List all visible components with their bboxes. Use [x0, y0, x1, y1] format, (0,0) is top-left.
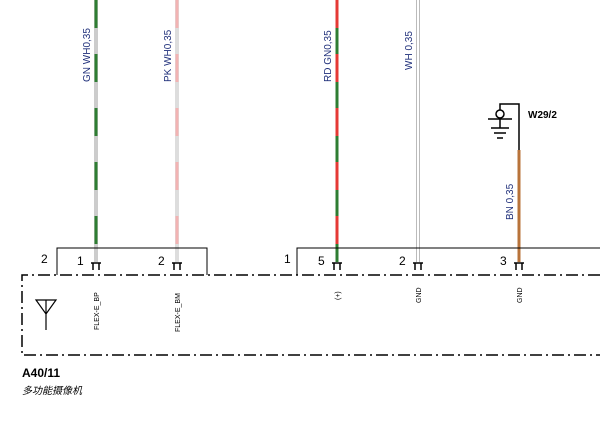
connector-label: 2	[41, 252, 48, 266]
pin-signal: GND	[517, 287, 524, 303]
component-name: 多功能摄像机	[22, 385, 83, 397]
component-boundary	[21, 274, 600, 356]
wire-label: PK WH0,35	[163, 29, 174, 82]
wires	[94, 0, 521, 262]
wire-label: WH 0,35	[404, 31, 415, 70]
pin-symbols	[91, 262, 524, 270]
ground-label: W29/2	[528, 110, 557, 121]
wire-label: GN WH0,35	[82, 28, 93, 82]
pin-signal: FLEX-E_BM	[175, 293, 182, 332]
ground-symbol	[488, 103, 520, 150]
pin-signal: FLEX-E_BP	[94, 292, 101, 330]
pin-number: 2	[399, 254, 406, 268]
pin-number: 1	[77, 254, 84, 268]
wire-label: BN 0,35	[505, 183, 516, 220]
wire-label: RD GN0,35	[323, 30, 334, 82]
pin-signal: GND	[416, 287, 423, 303]
connector-outlines	[56, 247, 600, 275]
component-id: A40/11	[22, 366, 60, 380]
connector-label: 1	[284, 252, 291, 266]
pin-signal: (+)	[335, 291, 342, 300]
pin-number: 3	[500, 254, 507, 268]
pin-number: 5	[318, 254, 325, 268]
antenna-icon	[34, 299, 58, 330]
pin-number: 2	[158, 254, 165, 268]
